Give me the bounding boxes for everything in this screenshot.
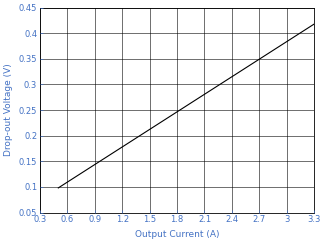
- Y-axis label: Drop-out Voltage (V): Drop-out Voltage (V): [4, 64, 13, 156]
- X-axis label: Output Current (A): Output Current (A): [135, 230, 219, 239]
